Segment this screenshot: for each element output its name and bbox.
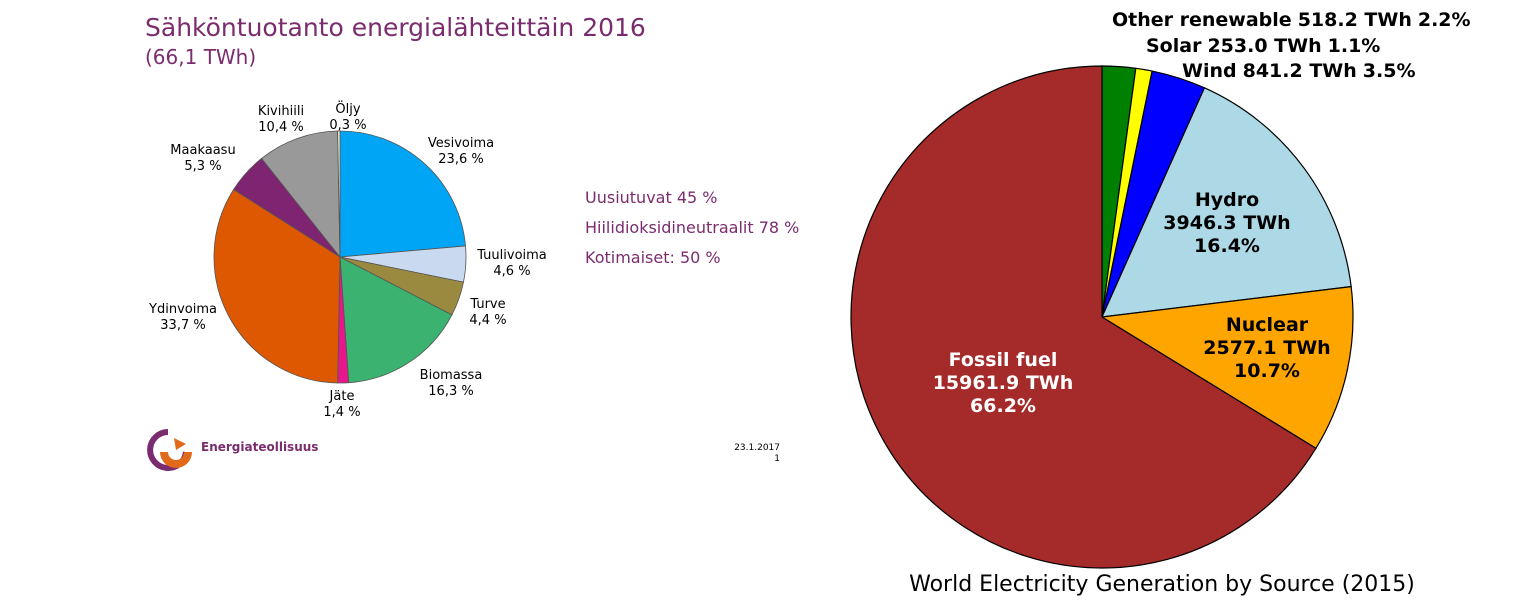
- finland-chart: Sähköntuotanto energialähteittäin 2016 (…: [145, 13, 799, 471]
- world-label-part-wind: Wind: [1182, 60, 1237, 82]
- finland-label-value-maakaasu: 5,3 %: [184, 159, 221, 174]
- finland-label-name-vesivoima: Vesivoima: [428, 136, 494, 151]
- world-label-part-other-renewable: Other renewable: [1112, 9, 1292, 31]
- finland-label-value-biomassa: 16,3 %: [428, 384, 473, 399]
- finland-label-name-oljy: Öljy: [335, 100, 360, 117]
- finland-slice-biomassa: [339, 256, 453, 384]
- energiateollisuus-logo: Energiateollisuus: [147, 429, 318, 471]
- finland-chart-subtitle: (66,1 TWh): [145, 45, 256, 69]
- finland-label-value-tuulivoima: 4,6 %: [493, 264, 530, 279]
- world-chart-title: World Electricity Generation by Source (…: [909, 572, 1415, 597]
- finland-chart-title: Sähköntuotanto energialähteittäin 2016: [145, 13, 646, 42]
- world-label-percent-hydro: 16.4%: [1194, 235, 1260, 257]
- world-label-wind: Wind 841.2 TWh 3.5%: [1182, 60, 1415, 82]
- stat-carbon-neutral: Hiilidioksidineutraalit 78 %: [585, 218, 799, 237]
- finland-label-name-biomassa: Biomassa: [420, 368, 483, 383]
- world-label-part-other-renewable: 2.2%: [1418, 9, 1471, 31]
- finland-label-name-tuulivoima: Tuulivoima: [476, 248, 547, 263]
- world-label-name-hydro: Hydro: [1195, 189, 1259, 211]
- world-label-solar: Solar 253.0 TWh 1.1%: [1146, 35, 1380, 57]
- finland-label-name-kivihiili: Kivihiili: [258, 104, 304, 119]
- world-chart: Other renewable 518.2 TWh 2.2% Solar 253.0 T…: [850, 8, 1472, 597]
- stat-renewable: Uusiutuvat 45 %: [585, 188, 717, 207]
- world-label-value-hydro: 3946.3 TWh: [1163, 212, 1290, 234]
- world-label-value-nuclear: 2577.1 TWh: [1203, 337, 1330, 359]
- slide-date: 23.1.2017: [734, 443, 780, 453]
- world-slice-fossil-fuel: [850, 65, 1317, 569]
- finland-label-name-turve: Turve: [469, 297, 505, 312]
- finland-slice-kivihiili: [260, 130, 341, 259]
- world-label-value-fossil-fuel: 15961.9 TWh: [933, 372, 1074, 394]
- finland-label-value-turve: 4,4 %: [469, 313, 506, 328]
- finland-label-name-maakaasu: Maakaasu: [170, 143, 235, 158]
- logo-mark-icon: [147, 429, 192, 471]
- finland-label-value-vesivoima: 23,6 %: [438, 152, 483, 167]
- world-label-part-solar: Solar: [1146, 35, 1202, 57]
- world-label-part-other-renewable: 518.2 TWh: [1298, 9, 1412, 31]
- world-label-part-wind: 3.5%: [1363, 60, 1416, 82]
- slide-page-number: 1: [774, 454, 780, 464]
- world-slice-hydro: [1101, 87, 1352, 318]
- finland-label-name-jate: Jäte: [329, 389, 355, 404]
- world-label-percent-fossil-fuel: 66.2%: [970, 395, 1036, 417]
- finland-label-value-jate: 1,4 %: [323, 405, 360, 420]
- world-pie-labels: Other renewable 518.2 TWh 2.2% Solar 253.0 T…: [933, 8, 1472, 418]
- world-label-part-wind: 841.2 TWh: [1243, 60, 1357, 82]
- world-label-other-renewable: Other renewable 518.2 TWh 2.2%: [1112, 9, 1471, 31]
- finland-label-value-ydinvoima: 33,7 %: [160, 318, 205, 333]
- world-pie: [850, 65, 1354, 569]
- finland-label-value-oljy: 0,3 %: [329, 118, 366, 133]
- world-label-part-solar: 253.0 TWh: [1207, 35, 1321, 57]
- finland-slice-ydinvoima: [213, 188, 341, 384]
- world-slice-nuclear: [1100, 285, 1354, 450]
- finland-pie: [213, 130, 467, 384]
- world-label-percent-nuclear: 10.7%: [1234, 360, 1300, 382]
- finland-label-value-kivihiili: 10,4 %: [258, 120, 303, 135]
- finland-slice-vesivoima: [339, 130, 466, 258]
- finland-slice-oljy: [337, 130, 341, 258]
- world-label-part-solar: 1.1%: [1328, 35, 1381, 57]
- finland-label-name-ydinvoima: Ydinvoima: [148, 302, 217, 317]
- stat-domestic: Kotimaiset: 50 %: [585, 248, 721, 267]
- world-label-name-fossil-fuel: Fossil fuel: [949, 349, 1058, 371]
- logo-text: Energiateollisuus: [201, 440, 318, 454]
- world-label-name-nuclear: Nuclear: [1226, 314, 1309, 336]
